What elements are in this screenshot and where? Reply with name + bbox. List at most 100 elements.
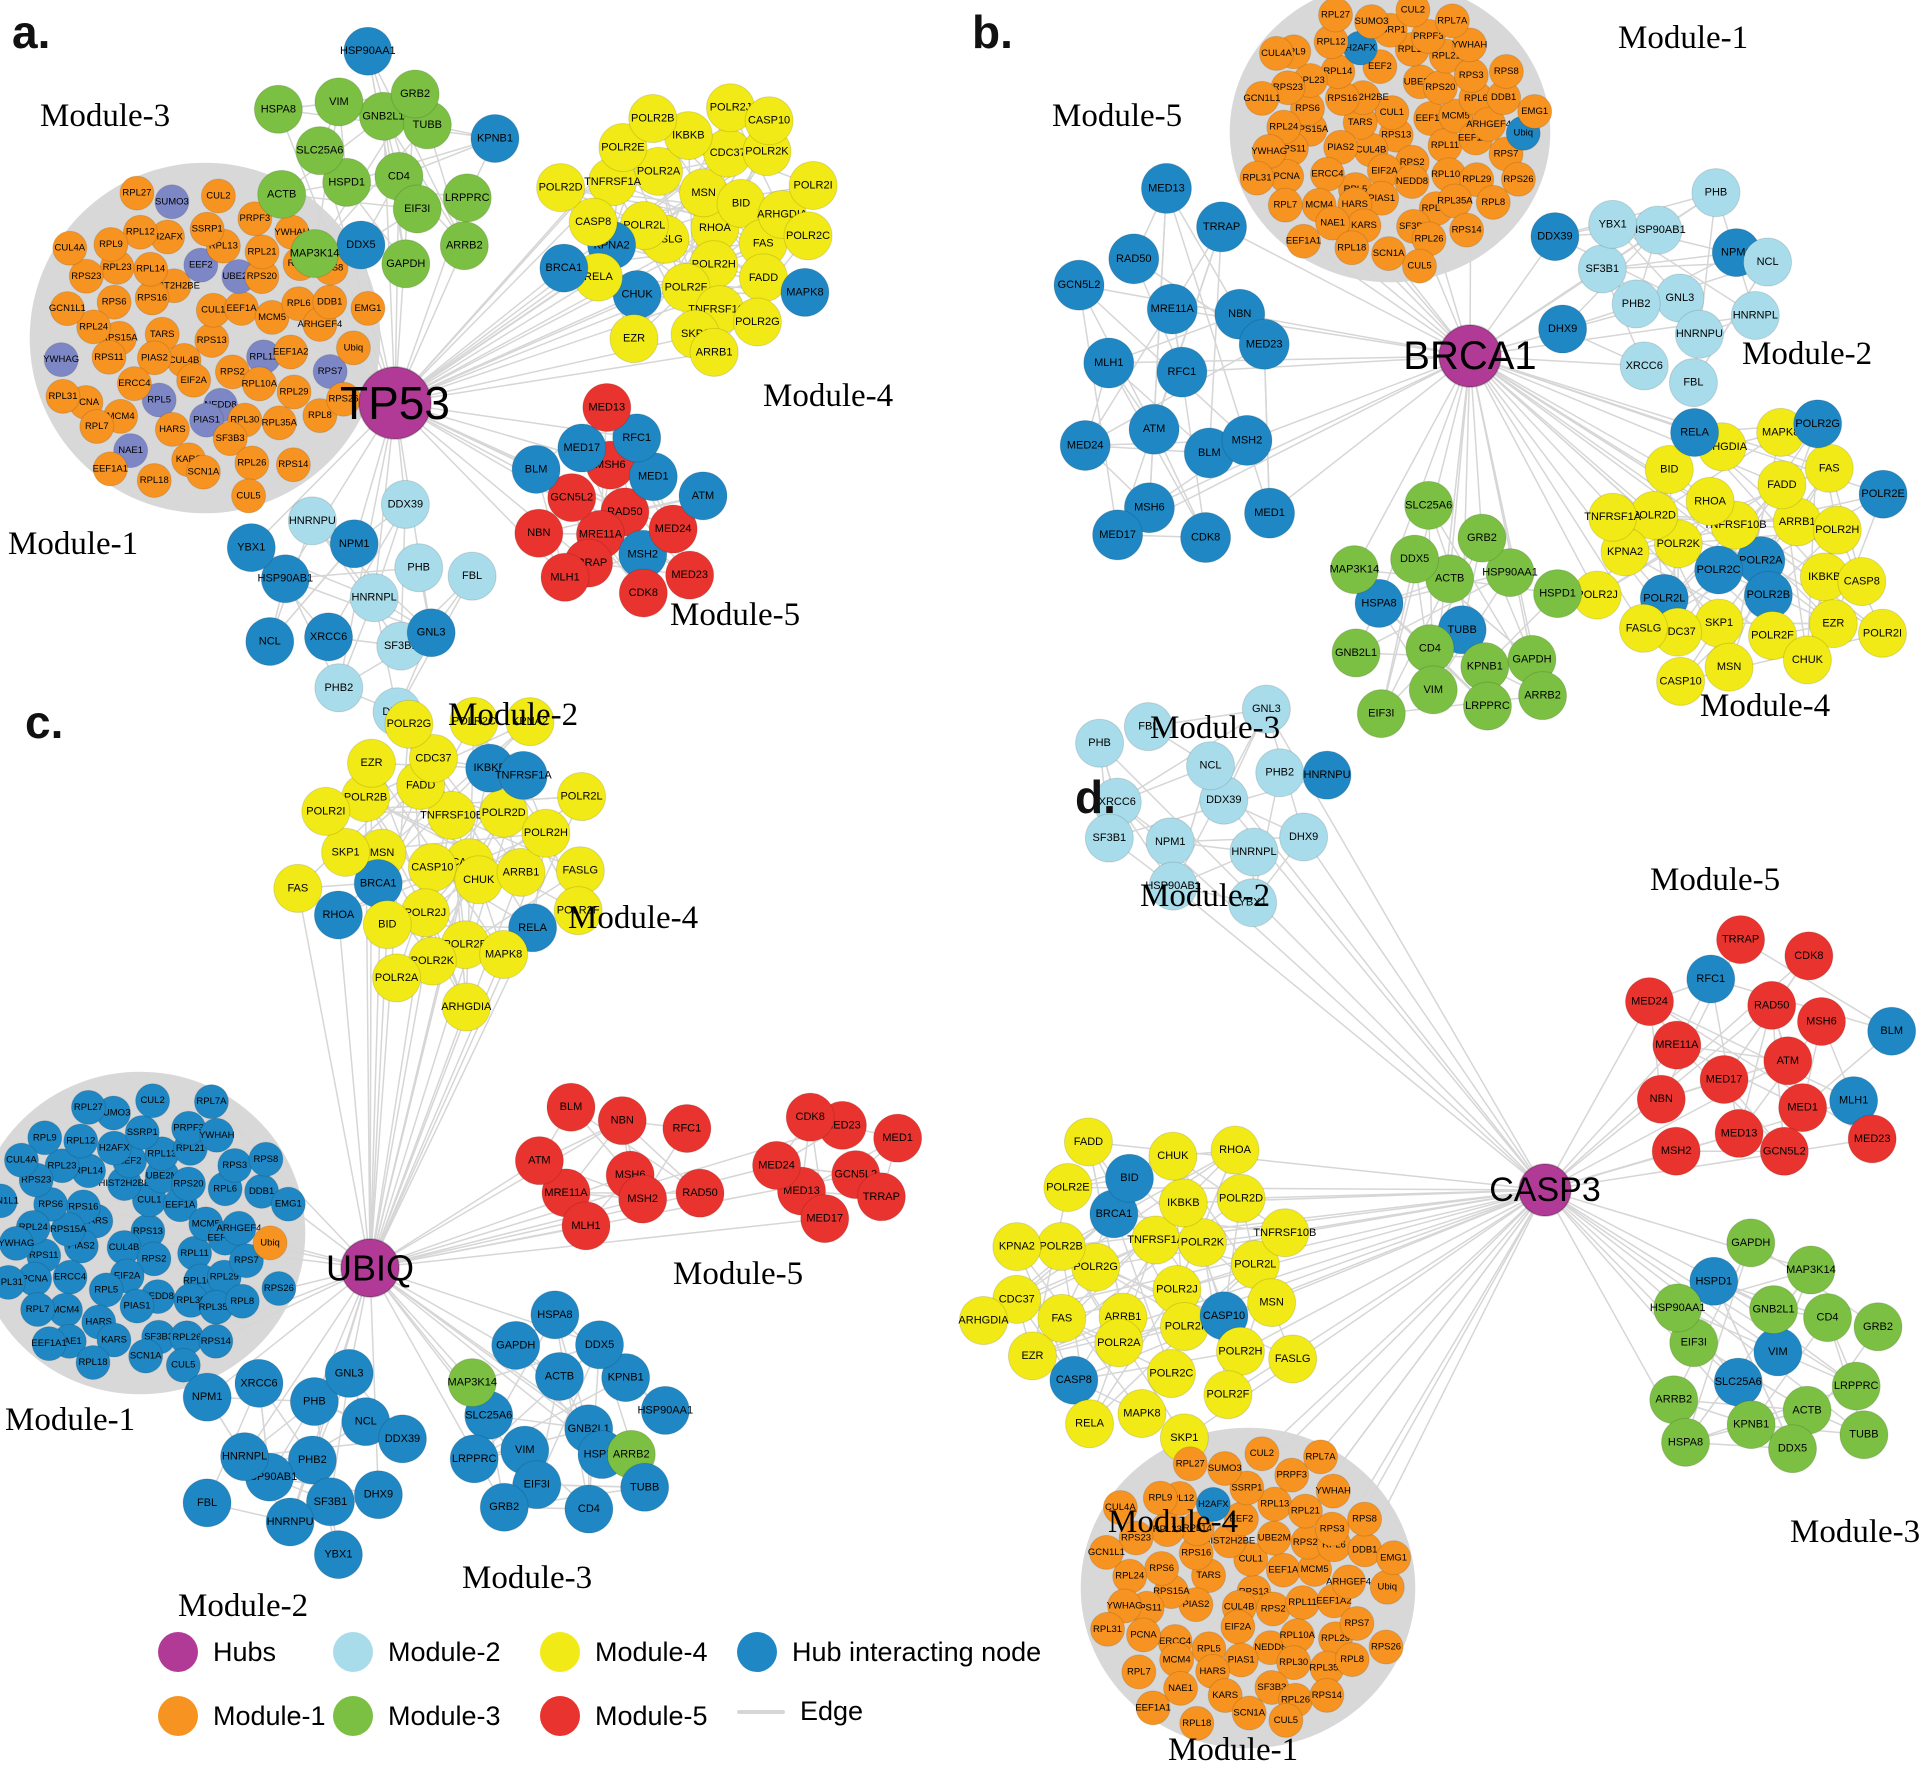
gene-node-MED17: MED17 (1699, 1055, 1749, 1105)
gene-circle (1287, 1493, 1323, 1529)
gene-circle (1148, 1131, 1198, 1181)
gene-label: RPL24 (1115, 1571, 1144, 1582)
gene-label: EEF2 (1230, 1514, 1254, 1525)
gene-circle (1274, 1457, 1310, 1493)
gene-node-GCN1L1: GCN1L1 (0, 1183, 19, 1219)
gene-circle (1229, 827, 1279, 877)
gene-node-GNL3: GNL3 (324, 1348, 374, 1398)
gene-label: CUL4A (54, 243, 85, 254)
panel-letter: d. (1075, 771, 1116, 823)
gene-circle (1652, 1020, 1702, 1070)
gene-circle (479, 1482, 529, 1532)
gene-node-EEF1A2: EEF1A2 (273, 334, 308, 370)
gene-label: HIST2H2BE (148, 280, 200, 291)
gene-node-GNL3: GNL3 (406, 608, 456, 658)
module-label: Module-1 (8, 526, 139, 562)
gene-node-CHUK: CHUK (1782, 635, 1832, 685)
gene-circle (384, 699, 434, 749)
edge (1554, 191, 1717, 238)
gene-label: GCN5L2 (1763, 1145, 1806, 1157)
gene-label: YBX1 (237, 542, 265, 554)
gene-label: DDX39 (1206, 794, 1241, 806)
gene-label: EIF2A (1371, 165, 1398, 176)
gene-node-NBN: NBN (1636, 1074, 1686, 1124)
hub-edge (1269, 355, 1471, 514)
gene-label: TNFRSF1A (1127, 1234, 1185, 1246)
hub-edge (369, 1160, 540, 1269)
gene-node-SUMO3: SUMO3 (1354, 4, 1390, 40)
gene-label: CHUK (463, 874, 495, 886)
gene-label: RPL13 (147, 1148, 176, 1159)
gene-circle (1488, 53, 1524, 89)
gene-label: XRCC6 (310, 631, 347, 643)
gene-label: CHUK (622, 289, 654, 301)
gene-node-EMG1: EMG1 (1517, 93, 1553, 129)
gene-node-EZR: EZR (347, 738, 397, 788)
gene-node-HSPA8: HSPA8 (253, 84, 303, 134)
hub-edge (1469, 355, 1695, 434)
gene-node-CUL4A: CUL4A (3, 1142, 39, 1178)
gene-label: BLM (560, 1101, 583, 1113)
gene-label: CUL5 (1407, 261, 1431, 272)
gene-circle (1691, 168, 1741, 218)
gene-label: BRCA1 (360, 877, 397, 889)
gene-node-RPS6: RPS6 (1144, 1550, 1180, 1586)
gene-circle (185, 454, 221, 490)
gene-label: RPL31 (1093, 1624, 1122, 1635)
gene-label: MED17 (806, 1213, 843, 1225)
gene-circle (1726, 1218, 1776, 1268)
gene-label: RPL18 (1337, 242, 1366, 253)
gene-node-RPL5: RPL5 (141, 382, 177, 418)
gene-circle (1090, 1611, 1126, 1647)
gene-circle (1354, 4, 1390, 40)
gene-circle (1356, 689, 1406, 739)
edge (346, 137, 496, 184)
gene-node-CUL1: CUL1 (195, 292, 231, 328)
gene-label: RPL18 (140, 475, 169, 486)
gene-circle (1244, 487, 1296, 539)
gene-circle (1229, 1470, 1265, 1506)
gene-label: RPS6 (102, 297, 127, 308)
gene-node-PHB2: PHB2 (287, 1435, 337, 1485)
gene-label: RPL23 (1153, 1524, 1182, 1535)
gene-node-GRB2: GRB2 (479, 1482, 529, 1532)
gene-circle (343, 26, 393, 76)
hub-edge (369, 775, 524, 1269)
gene-label: CUL4A (1261, 48, 1292, 59)
gene-label: HSP90AB1 (258, 573, 314, 585)
gene-circle (598, 123, 648, 173)
gene-circle (958, 1295, 1008, 1345)
gene-node-SSRP1: SSRP1 (189, 211, 225, 247)
gene-circle (1538, 304, 1588, 354)
hub-edge (1223, 799, 1546, 1191)
gene-circle (491, 1320, 541, 1370)
gene-label: RPL14 (136, 264, 165, 275)
gene-circle (561, 1201, 611, 1251)
gene-circle (1163, 1670, 1199, 1706)
gene-circle (1244, 1436, 1280, 1472)
gene-circle (275, 447, 311, 483)
gene-circle (128, 1338, 164, 1374)
gene-label: RPL23 (103, 262, 132, 273)
module-label: Module-4 (1700, 688, 1831, 724)
gene-node-RPL27: RPL27 (70, 1089, 106, 1125)
gene-label: POLR2D (1219, 1192, 1263, 1204)
gene-node-MAPK8: MAPK8 (1756, 407, 1806, 457)
gene-label: DDB1 (1491, 92, 1516, 103)
hub-label: CASP3 (1489, 1171, 1601, 1209)
edge (1171, 308, 1207, 538)
gene-node-HSPA8: HSPA8 (1354, 578, 1404, 628)
gene-node-RPS8: RPS8 (248, 1141, 284, 1177)
gene-label: NBN (527, 527, 550, 539)
gene-node-RPS13: RPS13 (194, 322, 230, 358)
gene-label: RPL9 (1282, 46, 1306, 57)
gene-circle (1457, 513, 1507, 563)
gene-node-TNFRSF10B: TNFRSF10B (1253, 1208, 1316, 1258)
gene-node-CDK8: CDK8 (1784, 931, 1834, 981)
gene-label: RPL10A (242, 378, 278, 389)
gene-circle (568, 197, 618, 247)
gene-node-VIM: VIM (314, 77, 364, 127)
gene-label: RPS2 (1400, 157, 1425, 168)
gene-node-IKBKB: IKBKB (1799, 552, 1849, 602)
gene-node-EEF2: EEF2 (183, 247, 219, 283)
